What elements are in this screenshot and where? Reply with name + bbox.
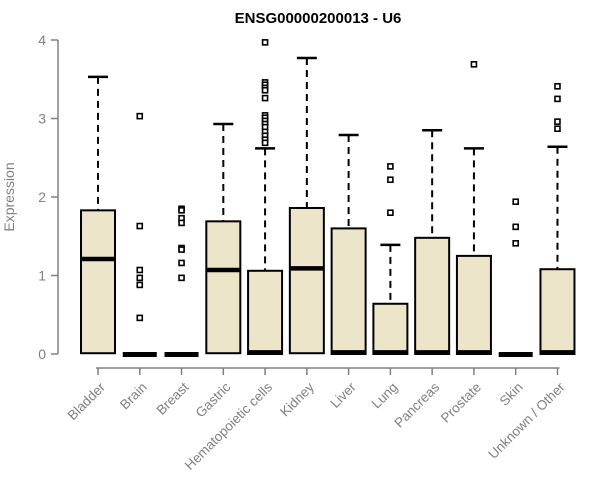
y-tick-label: 0 xyxy=(38,346,46,362)
outlier-point-unknown-other xyxy=(554,95,561,103)
x-tick-label: Prostate xyxy=(438,380,484,426)
outlier-point-lung xyxy=(387,209,394,216)
x-tick-label: Brain xyxy=(117,380,150,413)
outlier-point-breast xyxy=(178,259,185,267)
x-tick-label: Bladder xyxy=(65,379,109,423)
x-tick-label: Pancreas xyxy=(391,379,442,430)
outlier-point-breast xyxy=(178,219,185,227)
box-prostate xyxy=(455,254,492,355)
outlier-point-brain xyxy=(136,281,144,289)
outlier-point-brain xyxy=(136,222,144,230)
x-tick-label: Liver xyxy=(327,379,359,411)
x-tick-label: Gastric xyxy=(193,379,234,420)
outlier-point-unknown-other xyxy=(554,118,561,125)
y-tick-label: 1 xyxy=(38,268,46,284)
outlier-point-hematopoietic-cells xyxy=(261,39,269,46)
y-tick-label: 4 xyxy=(38,32,46,48)
outlier-point-lung xyxy=(387,176,394,184)
box-kidney xyxy=(288,206,325,355)
outlier-point-prostate xyxy=(470,61,478,68)
outlier-point-brain xyxy=(136,314,144,322)
box-lung xyxy=(372,302,409,356)
outlier-point-unknown-other xyxy=(554,83,561,90)
x-tick-label: Lung xyxy=(369,380,401,412)
box-gastric xyxy=(205,220,242,355)
outlier-point-hematopoietic-cells xyxy=(261,94,269,102)
x-tick-label: Breast xyxy=(153,379,191,417)
outlier-point-hematopoietic-cells xyxy=(261,139,269,147)
x-tick-label: Kidney xyxy=(277,379,317,419)
outlier-point-skin xyxy=(512,223,520,231)
chart-title: ENSG00000200013 - U6 xyxy=(235,10,402,27)
outlier-point-hematopoietic-cells xyxy=(261,86,269,94)
box-unknown-other xyxy=(539,268,576,355)
outlier-point-skin xyxy=(512,240,520,247)
x-tick-label: Unknown / Other xyxy=(485,379,568,462)
y-axis-title: Expression xyxy=(1,162,17,231)
outlier-point-breast xyxy=(178,246,185,253)
outlier-point-breast xyxy=(178,207,185,214)
outlier-point-breast xyxy=(178,274,185,282)
box-pancreas xyxy=(414,236,451,356)
outlier-point-unknown-other xyxy=(554,125,561,133)
y-tick-label: 3 xyxy=(38,111,46,127)
collapsed-box-brain xyxy=(122,352,157,357)
y-tick-label: 2 xyxy=(38,189,46,205)
box-hematopoietic-cells xyxy=(247,269,284,356)
box-bladder xyxy=(80,209,116,355)
outlier-point-brain xyxy=(136,112,144,120)
outlier-point-brain xyxy=(136,274,144,282)
outlier-point-brain xyxy=(136,266,144,274)
collapsed-box-skin xyxy=(498,352,533,357)
box-liver xyxy=(330,227,367,355)
x-tick-label: Skin xyxy=(497,380,526,409)
outlier-point-skin xyxy=(512,198,520,206)
outlier-point-lung xyxy=(387,163,394,170)
collapsed-box-breast xyxy=(164,352,199,357)
